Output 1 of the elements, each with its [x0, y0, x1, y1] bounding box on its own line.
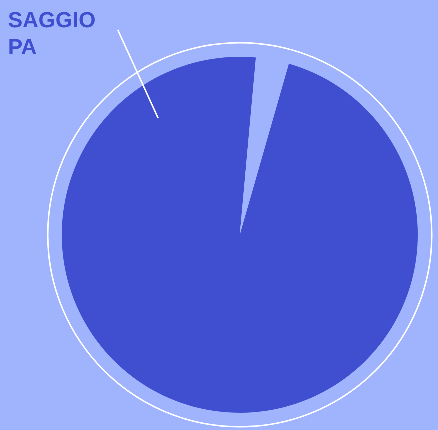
slice-label: SAGGIO PA [8, 12, 95, 54]
